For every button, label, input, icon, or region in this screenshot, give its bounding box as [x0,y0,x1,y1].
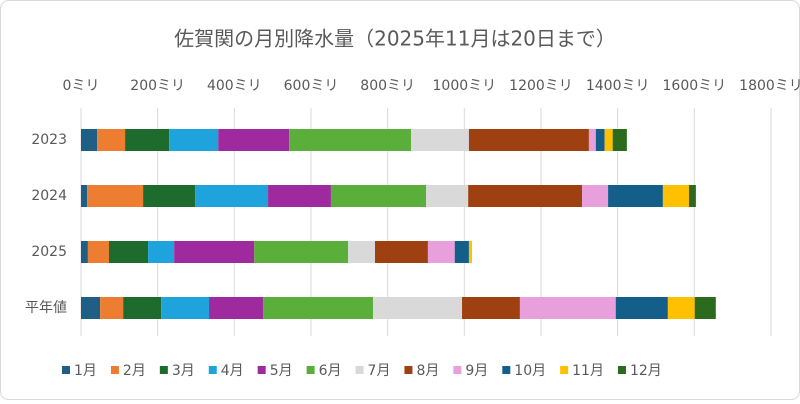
bar-segment [411,129,469,151]
bar-segment [174,241,255,263]
legend-label: 9月 [465,363,488,379]
bar-segment [161,297,210,319]
bar-segment [427,241,455,263]
bar-segment [81,129,98,151]
x-tick-label: 400ミリ [207,78,262,94]
legend-label: 3月 [172,363,195,379]
bar-segment [289,129,412,151]
bar-segment [468,241,472,263]
bar-segment [688,185,696,207]
bar-segment [612,129,627,151]
bar-segment [81,185,88,207]
bar-segment [254,241,349,263]
x-tick-label: 1800ミリ [739,78,800,94]
x-tick-label: 1600ミリ [663,78,727,94]
bar-segment [454,241,469,263]
bar-segment [268,185,331,207]
bar-segment [468,185,583,207]
chart-title: 佐賀関の月別降水量（2025年11月は20日まで） [174,27,616,51]
legend-swatch [110,366,119,374]
bar-segment [330,185,426,207]
legend-label: 4月 [221,363,244,379]
legend-swatch [404,366,413,374]
bar-segment [348,241,376,263]
x-tick-label: 1000ミリ [433,78,497,94]
x-tick-label: 800ミリ [360,78,415,94]
legend-swatch [453,366,462,374]
y-tick-label: 2023 [31,132,67,148]
x-tick-label: 200ミリ [130,78,185,94]
bar-segment [87,185,144,207]
legend-label: 10月 [514,363,546,379]
bar-segment [595,129,605,151]
bar-segment [604,129,613,151]
legend-swatch [306,366,315,374]
legend-swatch [560,366,569,374]
bar-segment [615,297,668,319]
bar-segment [148,241,175,263]
bar-segment [426,185,469,207]
legend-label: 1月 [74,363,97,379]
bar-segment [662,185,689,207]
bar-segment [125,129,170,151]
bar-segment [97,129,126,151]
legend-label: 2月 [123,363,146,379]
bar-segment [81,241,88,263]
x-tick-label: 1400ミリ [586,78,650,94]
bar-segment [588,129,596,151]
y-tick-label: 平年値 [25,300,67,316]
bar-segment [108,241,149,263]
legend-label: 11月 [572,363,604,379]
x-tick-label: 1200ミリ [509,78,573,94]
y-tick-label: 2024 [31,188,67,204]
bar-segment [519,297,616,319]
legend-swatch [208,366,217,374]
legend-swatch [257,366,266,374]
bar-segment [373,297,463,319]
bar-segment [375,241,428,263]
legend-swatch [159,366,168,374]
bar-segment [462,297,520,319]
bar-segment [123,297,162,319]
legend-swatch [502,366,511,374]
bar-segment [87,241,109,263]
legend-swatch [62,366,70,374]
y-tick-label: 2025 [31,244,67,260]
bar-segment [694,297,716,319]
bar-segment [582,185,609,207]
bar-segment [81,297,101,319]
bar-segment [169,129,219,151]
bar-segment [667,297,695,319]
bar-segment [608,185,663,207]
x-tick-label: 0ミリ [63,78,100,94]
legend-swatch [617,366,626,374]
bar-segment [209,297,264,319]
legend-swatch [355,366,364,374]
legend-label: 7月 [368,363,391,379]
bar-segment [468,129,589,151]
legend-label: 12月 [630,363,662,379]
bar-segment [195,185,269,207]
legend-label: 6月 [319,363,342,379]
bar-segment [143,185,196,207]
bar-segment [100,297,124,319]
x-tick-label: 600ミリ [284,78,339,94]
bar-segment [218,129,290,151]
legend-label: 5月 [270,363,293,379]
bar-segment [263,297,374,319]
legend-label: 8月 [416,363,439,379]
